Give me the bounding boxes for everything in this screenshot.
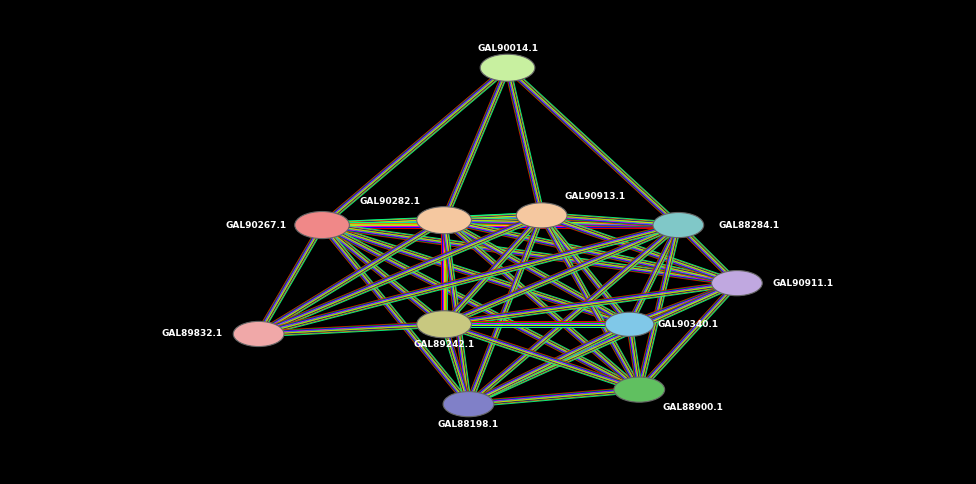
Text: GAL89832.1: GAL89832.1	[162, 330, 223, 338]
Circle shape	[417, 207, 471, 234]
Circle shape	[712, 271, 762, 296]
Circle shape	[653, 212, 704, 238]
Circle shape	[233, 321, 284, 347]
Text: GAL90014.1: GAL90014.1	[477, 44, 538, 53]
Circle shape	[480, 54, 535, 81]
Text: GAL89242.1: GAL89242.1	[414, 340, 474, 349]
Circle shape	[443, 392, 494, 417]
Text: GAL90282.1: GAL90282.1	[360, 197, 421, 206]
Text: GAL88198.1: GAL88198.1	[438, 420, 499, 429]
Circle shape	[417, 311, 471, 338]
Text: GAL88900.1: GAL88900.1	[663, 403, 723, 411]
Text: GAL90267.1: GAL90267.1	[225, 221, 286, 229]
Circle shape	[516, 203, 567, 228]
Circle shape	[605, 312, 654, 336]
Circle shape	[295, 212, 349, 239]
Circle shape	[614, 377, 665, 402]
Text: GAL90340.1: GAL90340.1	[658, 320, 718, 329]
Text: GAL90911.1: GAL90911.1	[773, 279, 834, 287]
Text: GAL90913.1: GAL90913.1	[565, 193, 626, 201]
Text: GAL88284.1: GAL88284.1	[718, 221, 779, 229]
